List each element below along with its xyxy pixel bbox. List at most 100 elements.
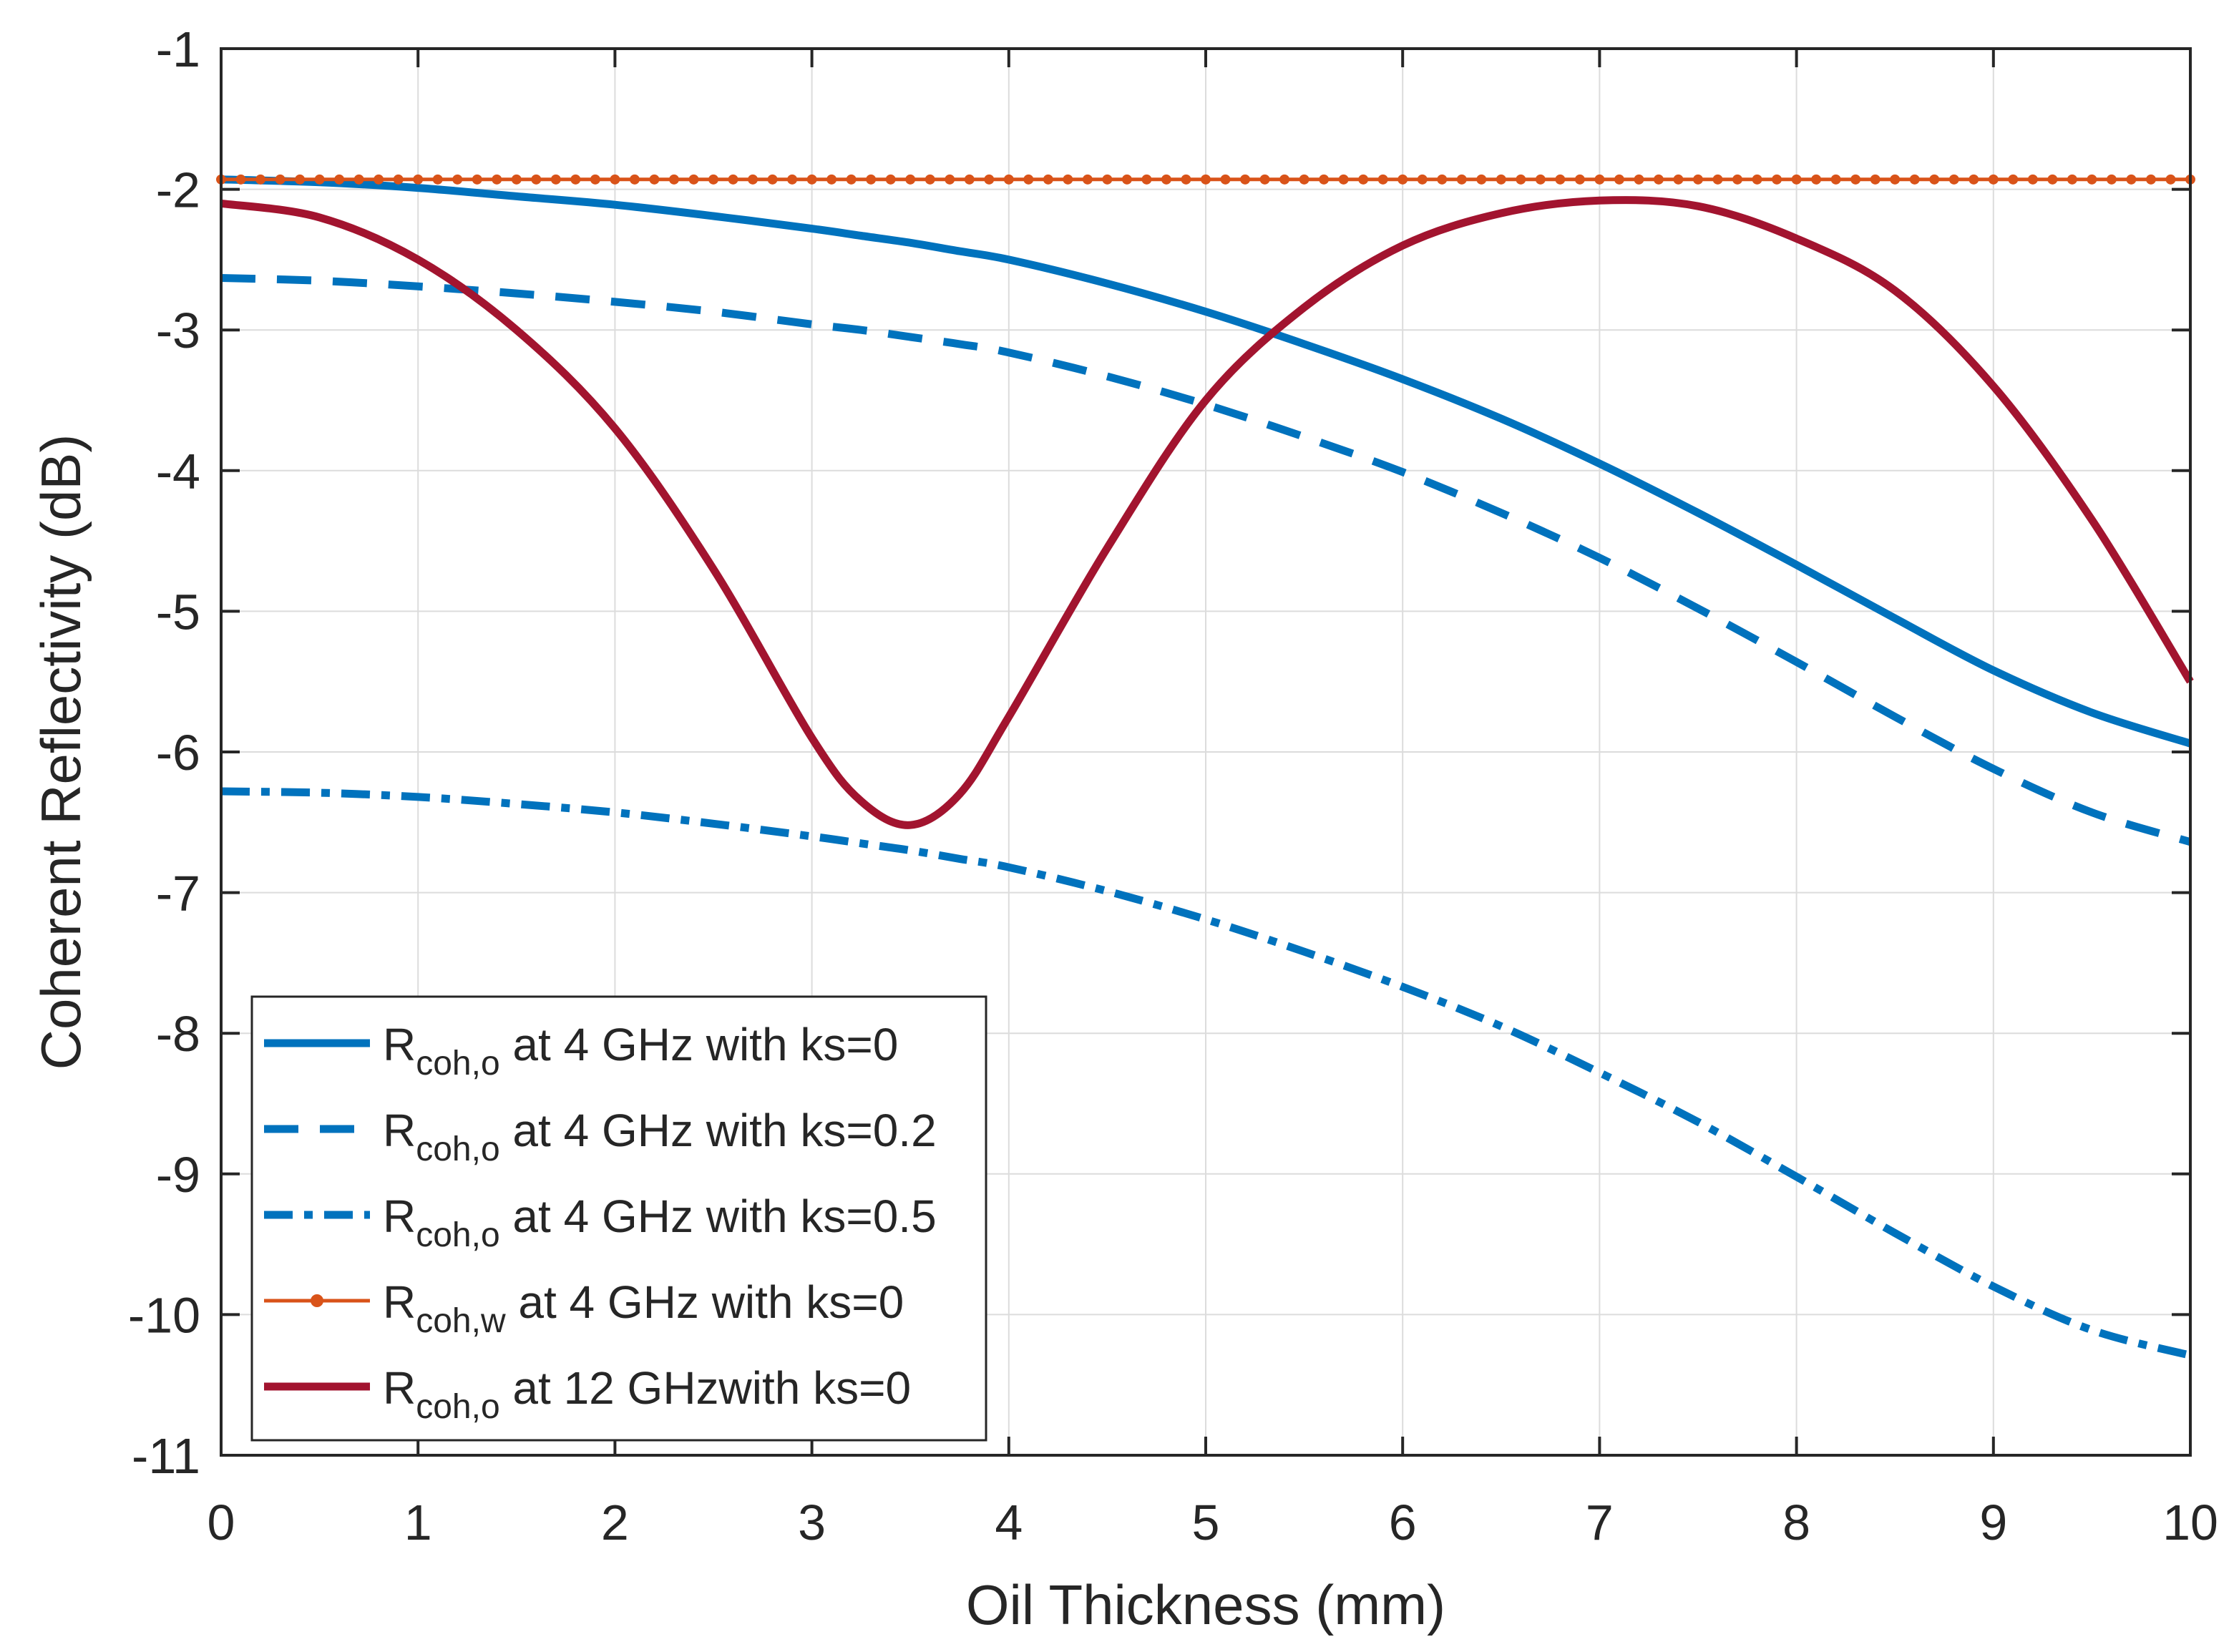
y-tick-label: -2 [156, 162, 200, 218]
y-tick-label: -4 [156, 444, 200, 499]
series-marker [550, 174, 561, 185]
series-marker [413, 174, 424, 185]
series-marker [1988, 174, 1999, 185]
legend-label: Rcoh,o at 12 GHzwith ks=0 [383, 1362, 911, 1426]
series-marker [511, 174, 522, 185]
series-marker [432, 174, 443, 185]
series-marker [1693, 174, 1703, 185]
series-marker [1555, 174, 1566, 185]
legend-label: Rcoh,w at 4 GHz with ks=0 [383, 1276, 904, 1340]
series-marker [1121, 174, 1132, 185]
series-marker [1614, 174, 1624, 185]
tick-labels: 0 1 2 3 4 5 6 7 8 9 10 -1 -2 -3 -4 -5 -6 -7 -8 -9 -10 -11 [128, 21, 2218, 1550]
series-marker [1594, 174, 1605, 185]
legend: Rcoh,o at 4 GHz with ks=0 Rcoh,o at 4 GHz… [250, 995, 987, 1442]
series-marker [1948, 174, 1959, 185]
series-marker [1319, 174, 1330, 185]
y-tick-label: -7 [156, 866, 200, 922]
series-marker [1299, 174, 1309, 185]
series-marker [2067, 174, 2077, 185]
series-marker [1535, 174, 1546, 185]
x-tick-label: 4 [995, 1495, 1023, 1550]
series-marker [846, 174, 857, 185]
series-marker [1890, 174, 1901, 185]
series-marker [866, 174, 877, 185]
series-marker [452, 174, 463, 185]
series-marker [728, 174, 738, 185]
series-marker [1201, 174, 1211, 185]
series-marker [1673, 174, 1684, 185]
series-marker [1929, 174, 1940, 185]
series-marker [1870, 174, 1881, 185]
series-marker [1830, 174, 1841, 185]
series-marker [314, 174, 325, 185]
series-marker [1063, 174, 1073, 185]
series-marker [1377, 174, 1388, 185]
ticks [220, 47, 2192, 1457]
x-tick-label: 6 [1389, 1495, 1417, 1550]
series-layer [216, 174, 2195, 1359]
series-marker [1969, 174, 1979, 185]
legend-label: Rcoh,o at 4 GHz with ks=0 [383, 1019, 898, 1082]
x-axis-label: Oil Thickness (mm) [966, 1573, 1445, 1636]
series-marker [1003, 174, 1014, 185]
series-marker [2165, 174, 2176, 185]
series-marker [826, 174, 837, 185]
series-marker [2008, 174, 2019, 185]
series-marker [1338, 174, 1349, 185]
series-marker [2145, 174, 2156, 185]
series-marker [610, 174, 620, 185]
series-marker [374, 174, 384, 185]
series-marker [1476, 174, 1487, 185]
series-marker [1240, 174, 1251, 185]
series-line-ks0_12ghz [220, 196, 2194, 829]
x-tick-label: 7 [1586, 1495, 1614, 1550]
series-marker [1141, 174, 1152, 185]
series-marker [629, 174, 640, 185]
x-tick-label: 8 [1782, 1495, 1810, 1550]
series-marker [2087, 174, 2097, 185]
series-marker [2027, 174, 2038, 185]
series-marker [1023, 174, 1034, 185]
series-marker [668, 174, 679, 185]
y-tick-label: -9 [156, 1147, 200, 1203]
x-tick-label: 1 [404, 1495, 432, 1550]
series-marker [1102, 174, 1113, 185]
series-marker [1712, 174, 1723, 185]
series-marker [925, 174, 935, 185]
series-marker [649, 174, 660, 185]
series-marker [1752, 174, 1762, 185]
series-marker [708, 174, 718, 185]
series-marker [393, 174, 404, 185]
series-marker [1772, 174, 1782, 185]
series-marker [1279, 174, 1290, 185]
series-marker [235, 174, 246, 185]
series-marker [1082, 174, 1093, 185]
series-marker [255, 174, 266, 185]
series-marker [1358, 174, 1369, 185]
series-marker [492, 174, 502, 185]
series-marker [334, 174, 345, 185]
series-marker [1791, 174, 1802, 185]
series-marker [1397, 174, 1408, 185]
series-marker [275, 174, 286, 185]
series-marker [1259, 174, 1270, 185]
series-marker [1181, 174, 1191, 185]
series-marker [295, 174, 306, 185]
series-marker [806, 174, 817, 185]
y-tick-label: -5 [156, 584, 200, 640]
series-marker [885, 174, 896, 185]
series-marker [1653, 174, 1664, 185]
series-marker [472, 174, 482, 185]
x-tick-label: 0 [208, 1495, 235, 1550]
legend-marker [311, 1294, 323, 1307]
series-marker [1516, 174, 1526, 185]
y-axis-label: Coherent Reflectivity (dB) [29, 434, 92, 1070]
series-marker [1732, 174, 1743, 185]
series-marker [2047, 174, 2058, 185]
series-marker [1161, 174, 1171, 185]
series-marker [1850, 174, 1861, 185]
series-marker [2126, 174, 2137, 185]
x-tick-label: 9 [1979, 1495, 2007, 1550]
series-marker [1909, 174, 1920, 185]
